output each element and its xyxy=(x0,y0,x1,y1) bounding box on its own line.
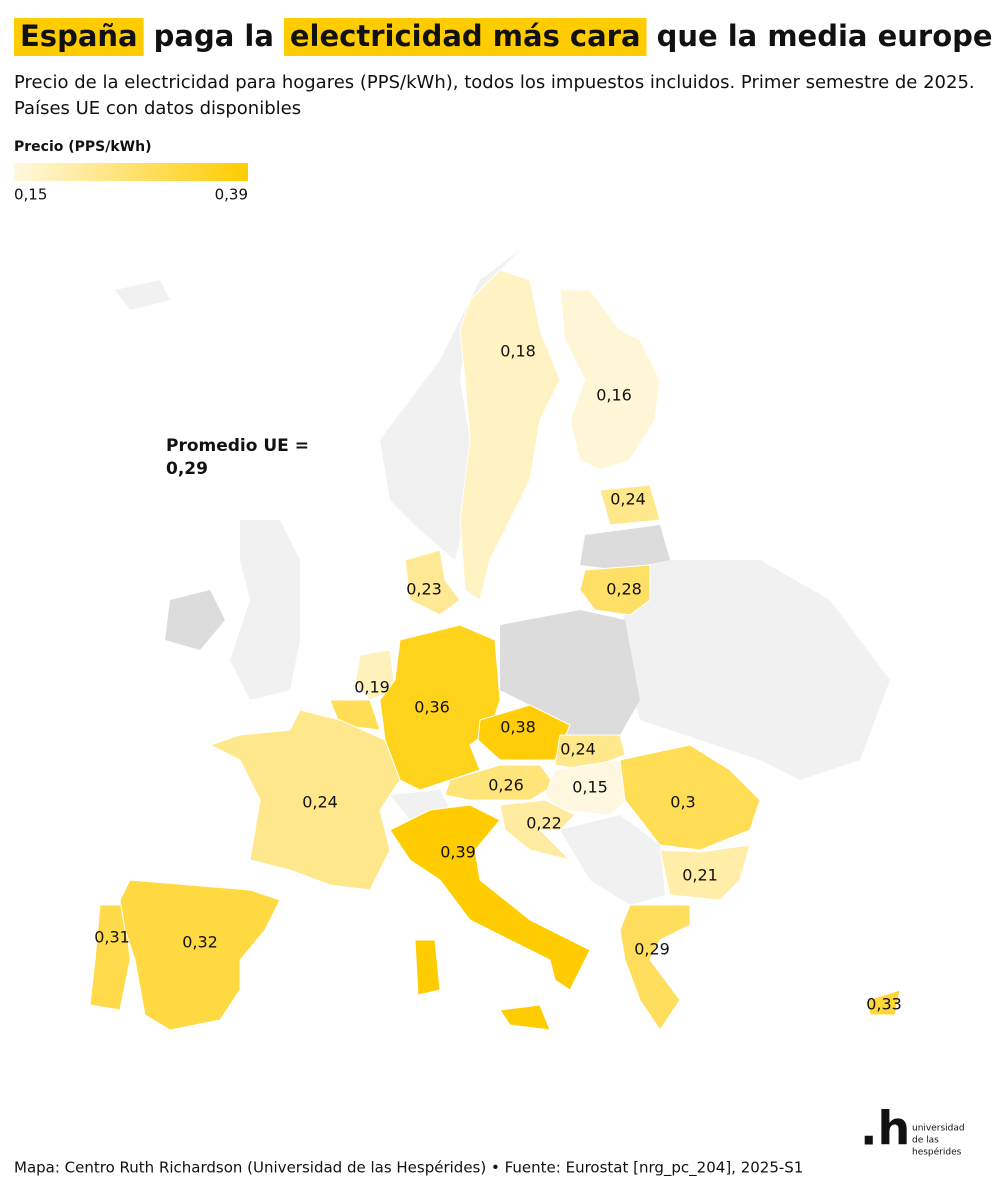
subtitle: Precio de la electricidad para hogares (… xyxy=(14,72,975,93)
non-eu-land xyxy=(115,250,890,905)
region xyxy=(389,804,591,991)
region xyxy=(444,764,556,801)
annotation: Promedio UE = xyxy=(166,436,309,456)
title: España paga la electricidad más cara que la… xyxy=(14,18,992,56)
legend-title: Precio (PPS/kWh) xyxy=(14,139,151,155)
value-label: 0,28 xyxy=(606,580,642,599)
legend-max: 0,39 xyxy=(215,186,248,204)
region xyxy=(499,799,576,861)
region xyxy=(477,704,571,761)
region xyxy=(619,744,761,851)
subtitle: Países UE con datos disponibles xyxy=(14,98,301,119)
value-label: 0,33 xyxy=(866,995,902,1014)
region xyxy=(579,564,651,616)
region xyxy=(659,844,751,901)
region xyxy=(404,549,461,616)
logo-text: universidad xyxy=(912,1124,965,1134)
region xyxy=(119,879,281,1031)
title-part: electricidad más cara xyxy=(290,19,641,53)
region-labels: 0,18 0,16 0,24 0,28 0,23 0,19 0,36 0,38 0,24 0,26… xyxy=(94,342,902,1014)
value-label: 0,22 xyxy=(526,814,562,833)
logo-mark: .h xyxy=(860,1102,910,1156)
region xyxy=(559,289,661,471)
value-label: 0,18 xyxy=(500,342,536,361)
value-label: 0,29 xyxy=(634,940,670,959)
value-label: 0,26 xyxy=(488,776,524,795)
value-label: 0,38 xyxy=(500,718,536,737)
value-label: 0,32 xyxy=(182,933,218,952)
region xyxy=(208,709,401,891)
value-label: 0,19 xyxy=(354,678,390,697)
regions xyxy=(89,269,901,1031)
region xyxy=(867,989,901,1016)
value-label: 0,31 xyxy=(94,928,130,947)
title-highlight xyxy=(14,18,144,56)
region xyxy=(619,904,691,1031)
region xyxy=(379,624,501,791)
value-label: 0,15 xyxy=(572,778,608,797)
region xyxy=(499,1004,551,1031)
logo-text: hespérides xyxy=(912,1147,962,1158)
source: Mapa: Centro Ruth Richardson (Universida… xyxy=(14,1159,803,1178)
value-label: 0,21 xyxy=(682,866,718,885)
value-label: 0,24 xyxy=(302,793,338,812)
value-label: 0,3 xyxy=(670,793,695,812)
value-label: 0,24 xyxy=(560,740,596,759)
value-label: 0,24 xyxy=(610,490,646,509)
value-label: 0,39 xyxy=(440,843,476,862)
region xyxy=(414,939,441,996)
legend-min: 0,15 xyxy=(14,186,47,204)
value-label: 0,36 xyxy=(414,698,450,717)
annotation: 0,29 xyxy=(166,459,208,479)
region xyxy=(599,484,661,526)
legend-gradient xyxy=(14,163,248,181)
region xyxy=(459,269,561,601)
value-label: 0,16 xyxy=(596,386,632,405)
title-highlight xyxy=(283,18,647,56)
logo-text: de las xyxy=(912,1136,939,1146)
title-part: paga la xyxy=(154,19,274,53)
title-part: que la media europea xyxy=(657,19,992,53)
no-data-land xyxy=(165,525,670,735)
title-part: España xyxy=(20,19,138,53)
region xyxy=(354,649,396,701)
value-label: 0,23 xyxy=(406,580,442,599)
